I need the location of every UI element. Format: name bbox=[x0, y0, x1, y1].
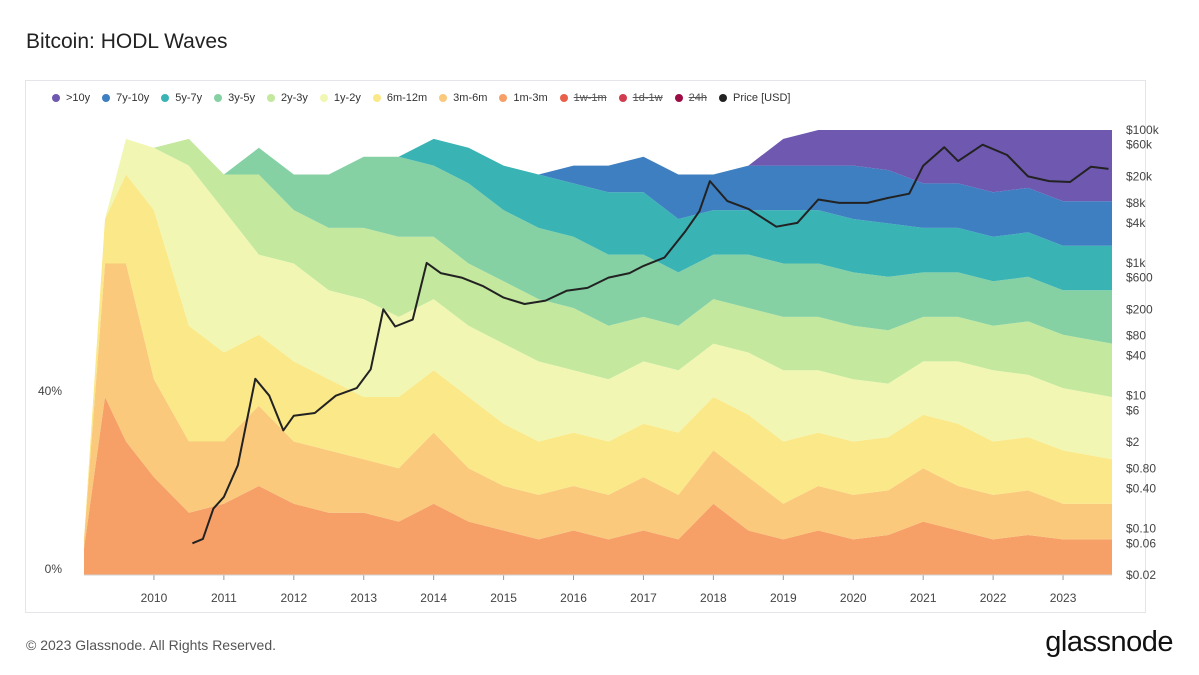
chart-title: Bitcoin: HODL Waves bbox=[26, 30, 228, 53]
legend-label: 6m-12m bbox=[386, 92, 428, 104]
legend-swatch bbox=[267, 94, 276, 102]
legend-swatch bbox=[319, 94, 328, 102]
x-tick-label: 2012 bbox=[280, 591, 307, 605]
price-line bbox=[192, 143, 1109, 545]
x-tick-label: 2022 bbox=[980, 591, 1007, 605]
copyright-footer: © 2023 Glassnode. All Rights Reserved. bbox=[26, 637, 277, 653]
y-right-tick-label: $6 bbox=[1126, 403, 1140, 417]
y-right-tick-label: $0.06 bbox=[1126, 536, 1156, 550]
band-3m-6m bbox=[84, 263, 1112, 549]
legend-label: 3m-6m bbox=[453, 92, 488, 104]
x-tick-label: 2021 bbox=[910, 591, 937, 605]
x-tick-label: 2014 bbox=[420, 591, 447, 605]
legend-swatch bbox=[161, 94, 170, 102]
y-right-tick-label: $2 bbox=[1126, 435, 1140, 449]
y-right-tick-label: $0.40 bbox=[1126, 482, 1156, 496]
band--10y bbox=[84, 130, 1112, 540]
legend-label: 1w-1m bbox=[573, 92, 607, 104]
x-tick-label: 2015 bbox=[490, 591, 517, 605]
band-1m-3m bbox=[84, 397, 1112, 575]
legend-label: >10y bbox=[66, 92, 91, 104]
legend-swatch bbox=[52, 94, 60, 102]
legend-item[interactable]: 5y-7y bbox=[161, 92, 202, 104]
y-right-tick-label: $4k bbox=[1126, 216, 1146, 230]
y-right-tick-label: $1k bbox=[1126, 256, 1146, 270]
legend-item[interactable]: 2y-3y bbox=[267, 92, 308, 104]
legend-item[interactable]: 1m-3m bbox=[499, 92, 548, 104]
legend-item[interactable]: 1w-1m bbox=[559, 92, 607, 104]
legend-swatch bbox=[674, 94, 683, 102]
legend-swatch bbox=[718, 94, 727, 102]
legend-swatch bbox=[214, 94, 223, 102]
legend-swatch bbox=[372, 94, 381, 102]
legend-item[interactable]: 1d-1w bbox=[618, 92, 663, 104]
band-5y-7y bbox=[84, 138, 1112, 540]
y-right-tick-label: $80 bbox=[1126, 329, 1146, 343]
legend-swatch bbox=[618, 94, 627, 102]
glassnode-logo: glassnode bbox=[1045, 626, 1173, 658]
y-right-tick-label: $8k bbox=[1126, 196, 1146, 210]
y-right-tick-label: $0.10 bbox=[1126, 522, 1156, 536]
legend-item[interactable]: 1y-2y bbox=[319, 92, 361, 104]
y-right-tick-label: $60k bbox=[1126, 138, 1153, 152]
y-right-tick-label: $40 bbox=[1126, 349, 1146, 363]
x-tick-label: 2023 bbox=[1050, 591, 1077, 605]
band-1y-2y bbox=[84, 138, 1112, 540]
legend-label: 1d-1w bbox=[632, 92, 663, 104]
legend-item[interactable]: 24h bbox=[674, 92, 707, 104]
legend-label: 24h bbox=[688, 92, 707, 104]
y-left-tick-label: 0% bbox=[45, 562, 63, 576]
x-tick-label: 2013 bbox=[350, 591, 377, 605]
y-right-tick-label: $600 bbox=[1126, 271, 1153, 285]
legend-label: 5y-7y bbox=[175, 92, 203, 104]
x-tick-label: 2011 bbox=[211, 591, 237, 605]
legend-item[interactable]: 6m-12m bbox=[372, 92, 428, 104]
legend-item[interactable]: 7y-10y bbox=[102, 92, 149, 104]
legend-label: 7y-10y bbox=[116, 92, 150, 104]
legend-swatch bbox=[439, 94, 448, 102]
legend-item[interactable]: 3y-5y bbox=[214, 92, 255, 104]
legend-swatch bbox=[499, 94, 508, 102]
x-tick-label: 2017 bbox=[630, 591, 657, 605]
x-tick-label: 2018 bbox=[700, 591, 727, 605]
legend-label: 3y-5y bbox=[228, 92, 256, 104]
y-right-tick-label: $10 bbox=[1126, 389, 1146, 403]
legend-label: 2y-3y bbox=[281, 92, 308, 104]
y-right-tick-label: $0.02 bbox=[1126, 568, 1156, 582]
y-left-tick-label: 40% bbox=[38, 384, 62, 398]
y-right-tick-label: $20k bbox=[1126, 169, 1153, 183]
legend-item[interactable]: 3m-6m bbox=[439, 92, 487, 104]
legend-item[interactable]: >10y bbox=[52, 92, 90, 104]
band-6m-12m bbox=[84, 174, 1112, 540]
legend-swatch bbox=[102, 94, 111, 102]
x-tick-label: 2019 bbox=[770, 591, 797, 605]
legend-item[interactable]: Price [USD] bbox=[718, 92, 791, 104]
y-right-tick-label: $0.80 bbox=[1126, 462, 1156, 476]
x-tick-label: 2020 bbox=[840, 591, 867, 605]
band-2y-3y bbox=[84, 138, 1112, 540]
y-right-tick-label: $100k bbox=[1126, 123, 1160, 137]
chart-legend: >10y 7y-10y 5y-7y 3y-5y 2y-3y 1y-2y 6m-12m 3m-6… bbox=[52, 92, 802, 104]
x-tick-label: 2010 bbox=[141, 591, 168, 605]
legend-label: Price [USD] bbox=[732, 92, 791, 104]
legend-swatch bbox=[559, 94, 568, 102]
x-tick-label: 2016 bbox=[560, 591, 587, 605]
legend-label: 1y-2y bbox=[333, 92, 361, 104]
legend-label: 1m-3m bbox=[513, 92, 548, 104]
y-right-tick-label: $200 bbox=[1126, 302, 1153, 316]
